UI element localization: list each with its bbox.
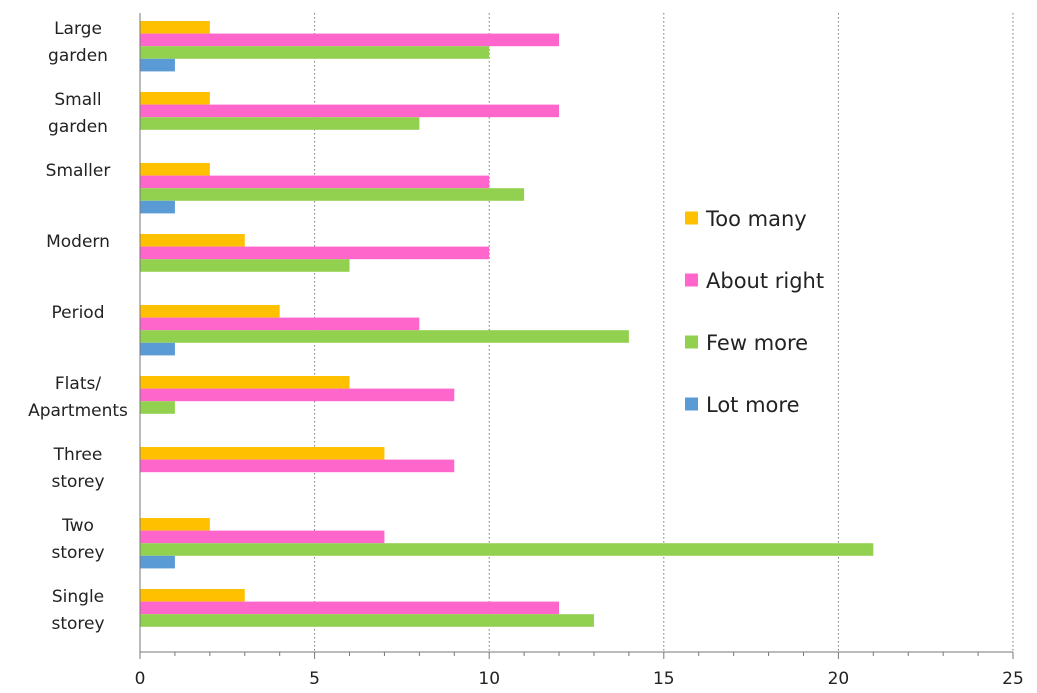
x-tick-label: 15 (653, 669, 675, 688)
bar-too-many (140, 589, 245, 602)
category-labels: Large garden Small garden Smaller Modern Perio… (28, 19, 128, 634)
legend-swatch (685, 273, 698, 287)
bar-too-many (140, 92, 210, 105)
legend-swatch (685, 397, 698, 411)
x-axis: 0 5 10 15 20 25 (135, 13, 1024, 689)
category-label: Flats/ (55, 374, 101, 394)
bar-about-right (140, 175, 490, 189)
category-label: Smaller (46, 161, 111, 181)
category-label: Period (51, 303, 104, 323)
legend-label: Few more (706, 331, 808, 355)
bar-few-more (140, 543, 874, 556)
bar-too-many (140, 518, 210, 531)
category-label: Modern (46, 232, 110, 252)
bar-lot-more (140, 200, 175, 214)
bar-too-many (140, 163, 210, 176)
bar-few-more (140, 188, 525, 201)
bar-about-right (140, 246, 490, 260)
bar-about-right (140, 388, 455, 402)
bar-too-many (140, 447, 385, 460)
legend-label: About right (706, 269, 824, 293)
category-label: storey (51, 472, 104, 492)
category-label: garden (48, 46, 108, 66)
bar-about-right (140, 104, 560, 118)
legend: Too many About right Few more Lot more (685, 207, 824, 417)
category-label: garden (48, 117, 108, 137)
legend-label: Too many (705, 207, 807, 231)
bar-lot-more (140, 58, 175, 72)
x-tick-label: 20 (828, 669, 850, 688)
bar-too-many (140, 305, 280, 318)
category-label: Large (54, 19, 102, 39)
bar-few-more (140, 117, 420, 130)
bar-few-more (140, 401, 175, 414)
bar-too-many (140, 21, 210, 34)
bar-few-more (140, 259, 350, 272)
x-tick-label: 5 (309, 669, 320, 688)
category-label: Small (54, 90, 101, 110)
bar-few-more (140, 46, 490, 59)
bar-lot-more (140, 555, 175, 569)
legend-label: Lot more (706, 393, 800, 417)
bar-about-right (140, 317, 420, 331)
bar-lot-more (140, 342, 175, 356)
bar-too-many (140, 376, 350, 389)
x-tick-label: 25 (1002, 669, 1024, 688)
category-label: Single (52, 587, 104, 607)
bar-too-many (140, 234, 245, 247)
category-label: Apartments (28, 401, 128, 421)
x-tick-label: 0 (135, 669, 146, 688)
legend-swatch (685, 211, 698, 225)
bar-about-right (140, 601, 560, 615)
bar-about-right (140, 530, 385, 544)
bar-few-more (140, 614, 594, 627)
bars (140, 21, 874, 627)
category-label: storey (51, 614, 104, 634)
x-tick-label: 10 (478, 669, 500, 688)
bar-few-more (140, 330, 629, 343)
bar-about-right (140, 459, 455, 473)
category-label: Three (53, 445, 103, 465)
legend-swatch (685, 335, 698, 349)
category-label: storey (51, 543, 104, 563)
bar-about-right (140, 33, 560, 47)
category-label: Two (61, 516, 94, 536)
